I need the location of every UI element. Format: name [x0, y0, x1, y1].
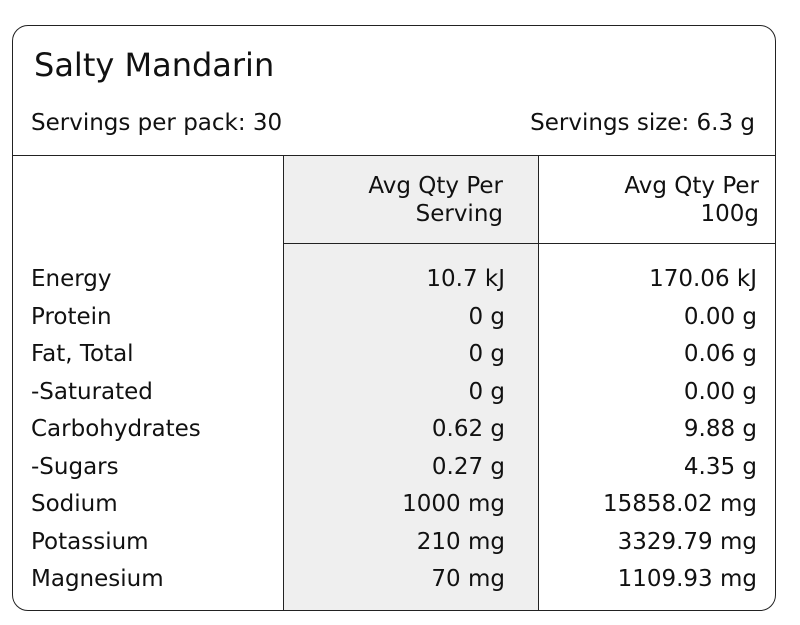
nutrient-name: -Sugars: [31, 453, 119, 480]
serving-size: Servings size: 6.3 g: [530, 110, 755, 136]
nutrient-value: 0 g: [468, 378, 505, 405]
nutrient-value: 0.00 g: [683, 378, 757, 405]
divider: [13, 155, 775, 156]
nutrient-value: 0.06 g: [683, 341, 757, 367]
servings-per-pack: Servings per pack: 30: [31, 110, 283, 136]
nutrient-value: 1000 mg: [402, 491, 505, 517]
nutrient-name: Potassium: [31, 528, 149, 555]
column-header: Avg Qty Per Serving: [368, 173, 503, 227]
nutrient-value: 0 g: [468, 303, 505, 330]
nutrient-value: 0.00 g: [683, 303, 757, 330]
divider: [283, 243, 775, 244]
nutrient-value: 3329.79 mg: [617, 528, 757, 555]
nutrient-name: Carbohydrates: [31, 416, 201, 442]
nutrient-name: Magnesium: [31, 566, 164, 592]
nutrient-value: 210 mg: [416, 528, 505, 555]
nutrient-name: Energy: [31, 266, 112, 292]
nutrient-value: 0.62 g: [431, 416, 505, 442]
column-header: Avg Qty Per 100g: [624, 173, 759, 227]
serving-column: [283, 155, 539, 610]
nutrient-name: Protein: [31, 303, 112, 330]
nutrient-value: 15858.02 mg: [602, 491, 757, 517]
nutrient-value: 170.06 kJ: [649, 266, 757, 292]
nutrient-name: -Saturated: [31, 378, 153, 405]
nutrient-value: 0.27 g: [431, 453, 505, 480]
nutrient-value: 70 mg: [431, 566, 505, 592]
nutrient-value: 0 g: [468, 341, 505, 367]
nutrition-panel: Salty Mandarin Servings per pack: 30 Ser…: [12, 25, 776, 611]
nutrient-value: 4.35 g: [683, 453, 757, 480]
nutrient-value: 9.88 g: [683, 416, 757, 442]
title: Salty Mandarin: [34, 46, 275, 84]
nutrient-value: 1109.93 mg: [617, 566, 757, 592]
nutrient-name: Fat, Total: [31, 341, 134, 367]
nutrient-value: 10.7 kJ: [426, 266, 505, 292]
nutrient-name: Sodium: [31, 491, 118, 517]
